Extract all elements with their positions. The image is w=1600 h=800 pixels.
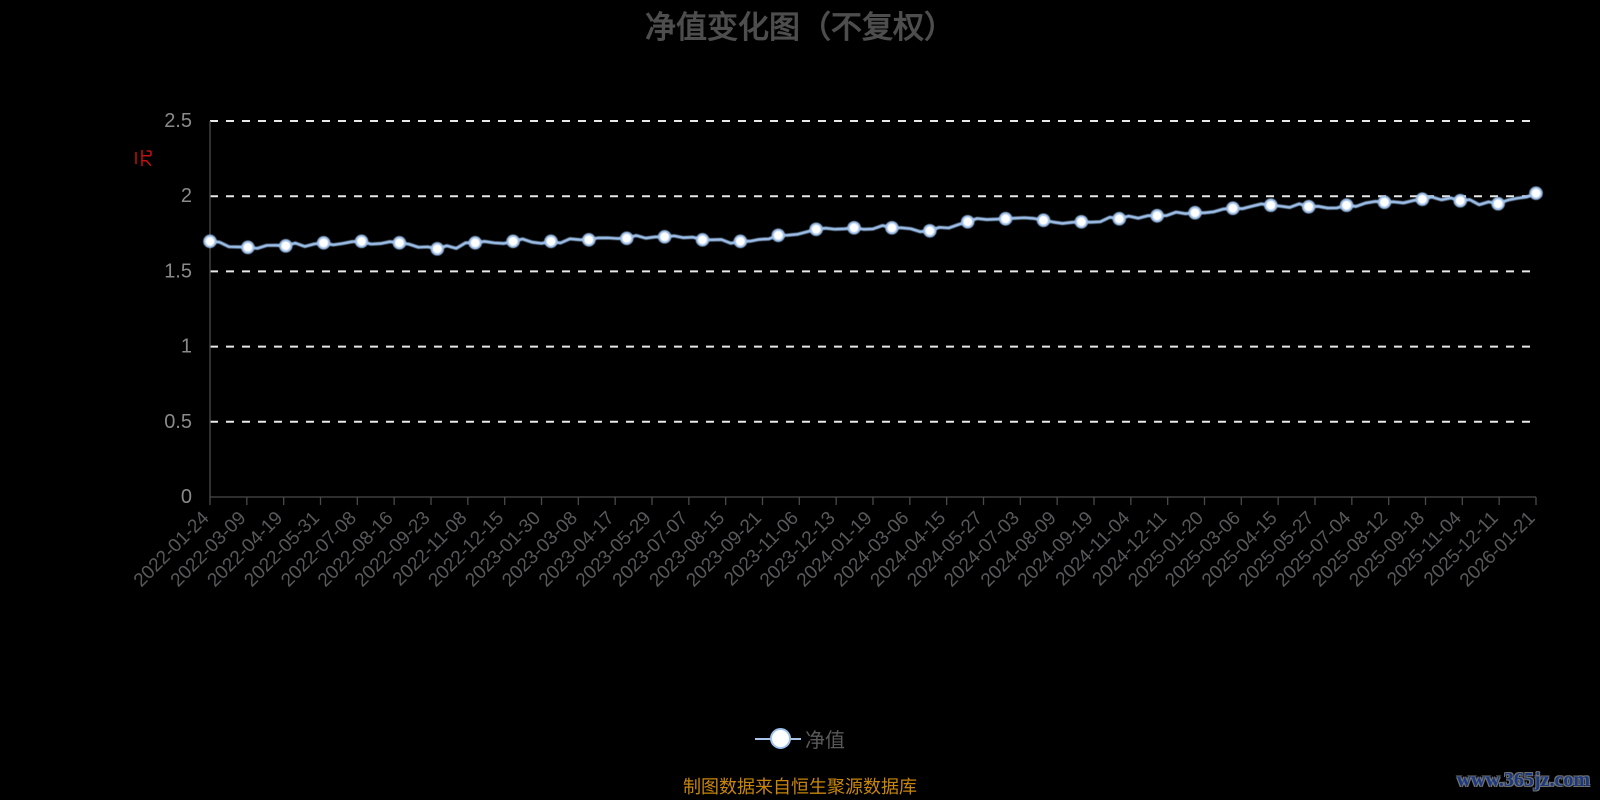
svg-text:0.5: 0.5 <box>164 411 192 433</box>
svg-text:1.5: 1.5 <box>164 260 192 282</box>
svg-text:0: 0 <box>181 486 192 508</box>
svg-text:2: 2 <box>181 185 192 207</box>
svg-text:1: 1 <box>181 336 192 358</box>
svg-text:2.5: 2.5 <box>164 110 192 132</box>
